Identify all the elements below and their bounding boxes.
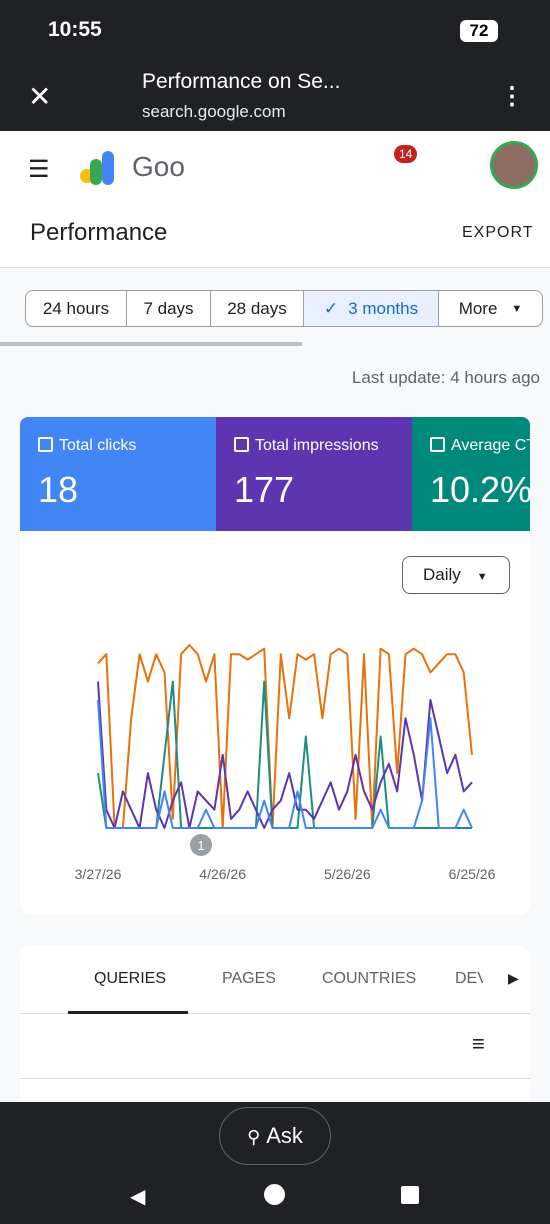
notification-badge[interactable]: 14: [394, 145, 418, 163]
ask-button[interactable]: ⚲ Ask: [219, 1107, 331, 1165]
series-line: [97, 681, 473, 829]
bottom-bar: ⚲ Ask ◀: [0, 1102, 550, 1224]
close-button[interactable]: ✕: [28, 81, 52, 112]
nav-back[interactable]: ◀: [130, 1186, 146, 1208]
metric-value: 177: [234, 469, 295, 510]
ask-label: Ask: [266, 1123, 303, 1148]
metric-card[interactable]: Total impressions 177: [216, 417, 412, 531]
annotation-marker: [190, 834, 212, 856]
x-tick-label: 4/26/26: [199, 866, 246, 882]
granularity: Daily: [423, 565, 461, 584]
metric-label: Average CT: [451, 437, 530, 454]
range-tab[interactable]: 24 hours: [25, 290, 127, 327]
result-tab[interactable]: DEV: [455, 970, 483, 987]
filter-button[interactable]: ≡: [472, 1031, 485, 1056]
range-tab[interactable]: More ▼: [438, 290, 543, 327]
system-and-browser-bar: 10:55 72 ✕ Performance on Se... search.g…: [0, 0, 550, 131]
result-tab[interactable]: COUNTRIES: [322, 970, 417, 987]
avatar[interactable]: [490, 141, 538, 189]
page-url: search.google.com: [142, 102, 286, 121]
metric-card[interactable]: Average CT 10.2%: [412, 417, 530, 531]
logo-text: Goo: [132, 151, 185, 182]
metric-value: 18: [38, 469, 79, 510]
tabs-next[interactable]: ▶: [508, 970, 519, 986]
result-tab[interactable]: QUERIES: [94, 970, 167, 987]
app-header: ☰ Goo 14 Performance EXPORT: [0, 131, 550, 268]
section-title: Performance: [30, 219, 168, 246]
granularity-select[interactable]: Daily ▼: [402, 556, 510, 594]
nav-recents[interactable]: [401, 1186, 419, 1204]
hamburger[interactable]: ☰: [28, 156, 50, 183]
metric-label: Total impressions: [255, 437, 379, 454]
chart-card: Daily ▼ 3/27/26 4/26/26 5/26/26 6/25/26 1: [20, 531, 530, 915]
page-title: Performance on Se...: [142, 70, 341, 93]
menu-button[interactable]: ⋮: [500, 83, 524, 110]
battery: 72: [460, 20, 498, 42]
chart: 3/27/26 4/26/26 5/26/26 6/25/26 1: [75, 644, 496, 882]
logo: [80, 151, 120, 185]
last-update: Last update: 4 hours ago: [351, 368, 540, 387]
annotation-label: 1: [197, 838, 204, 853]
series-line: [97, 699, 473, 829]
metric-card[interactable]: Total clicks 18: [20, 417, 217, 531]
x-tick-label: 3/27/26: [75, 866, 122, 882]
series-line: [97, 680, 472, 829]
scroll-indicator: [0, 342, 302, 346]
range-tab[interactable]: 28 days: [210, 290, 304, 327]
range-tab[interactable]: 7 days: [126, 290, 211, 327]
metric-value: 10.2%: [430, 469, 530, 510]
nav-home[interactable]: [264, 1184, 285, 1205]
result-tab[interactable]: PAGES: [222, 970, 276, 987]
results-card: ≡ ▶: [20, 945, 530, 1105]
metric-label: Total clicks: [59, 437, 137, 454]
range-tab-label: 3 months: [348, 298, 419, 318]
export-button[interactable]: EXPORT: [462, 224, 534, 241]
x-tick-label: 6/25/26: [449, 866, 496, 882]
x-tick-label: 5/26/26: [324, 866, 371, 882]
series-line: [97, 644, 473, 829]
range-tab-selected[interactable]: ✓ 3 months: [303, 290, 439, 327]
range-tab-label: More: [458, 298, 498, 318]
clock: 10:55: [48, 18, 102, 41]
